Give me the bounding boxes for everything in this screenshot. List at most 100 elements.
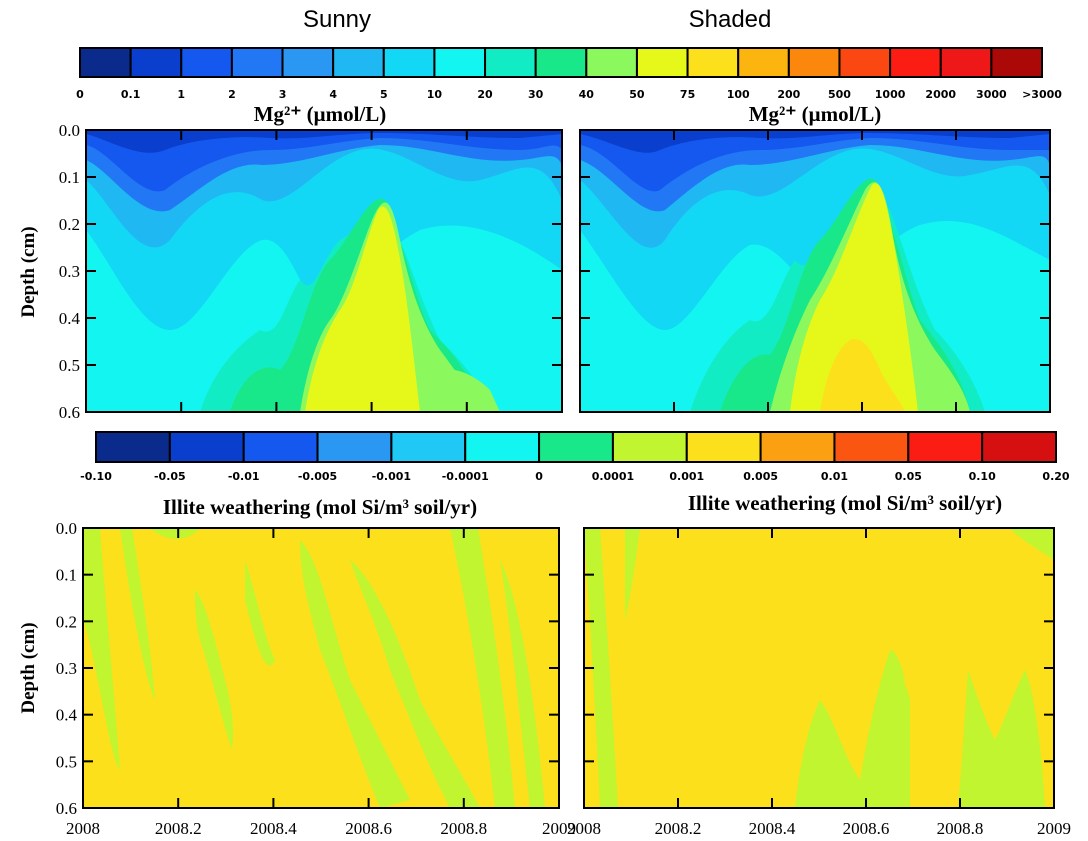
illite-colorbar-swatch [833,431,910,463]
illite-colorbar-tick-label: 0.005 [743,470,778,483]
mg-colorbar-tick-label: 5 [380,88,388,101]
mg-colorbar-swatch [939,47,993,78]
mg-colorbar-swatch [230,47,284,78]
illite-shaded-panel [583,527,1055,809]
mg-colorbar-tick-label: 4 [329,88,337,101]
mg-colorbar-swatch [686,47,740,78]
illite-colorbar-tick-label: 0.0001 [592,470,634,483]
axis-ticks: 0.0 0.1 0.2 0.3 0.4 0.5 0.6 0.0 0.1 0.2 0.3 0.4 0.5 0… [56,121,1071,838]
illite-colorbar-swatch [242,431,319,463]
illite-colorbar-swatch [316,431,393,463]
y-tick-label: 0.1 [56,566,77,585]
mg-colorbar-tick-label: 20 [477,88,493,101]
mg-colorbar-tick-label: 200 [777,88,800,101]
illite-sunny-title: Illite weathering (mol Si/m³ soil/yr) [163,495,477,519]
mg-colorbar-tick-label: 100 [727,88,750,101]
y-tick-label: 0.2 [56,612,77,631]
mg-shaded-title: Mg²⁺ (μmol/L) [749,102,882,126]
mg-colorbar-tick-label: >3000 [1022,88,1062,101]
illite-sunny-panel [82,527,560,809]
illite-colorbar-swatch [464,431,541,463]
mg-colorbar-swatch [838,47,892,78]
x-tick-label: 2009 [1037,819,1071,838]
mg-colorbar-tick-label: 0 [76,88,84,101]
y-tick-label: 0.0 [56,519,77,538]
mg-colorbar-swatch [737,47,790,78]
y-tick-label: 0.5 [59,356,80,375]
mg-colorbar: 0 0.1 1 2 3 4 5 10 20 30 40 50 75 100 200 500 1000 2000 30… [76,47,1062,101]
mg-colorbar-tick-label: 1000 [875,88,906,101]
illite-colorbar-tick-label: -0.005 [298,470,337,483]
mg-colorbar-swatch [433,47,487,78]
illite-colorbar-tick-label: 0.01 [821,470,848,483]
mg-shaded-panel [579,129,1051,413]
illite-colorbar-tick-label: -0.0001 [442,470,489,483]
x-tick-label: 2008.4 [749,819,796,838]
x-tick-label: 2008 [567,819,601,838]
y-tick-label: 0.4 [59,309,81,328]
illite-colorbar-swatch [168,431,245,463]
illite-colorbar-tick-label: 0.001 [669,470,704,483]
illite-colorbar-swatch [981,431,1058,463]
mg-colorbar-tick-label: 2 [228,88,236,101]
mg-sunny-panel [85,129,563,413]
illite-colorbar-swatch [759,431,836,463]
illite-colorbar-tick-label: -0.001 [372,470,411,483]
y-tick-label: 0.0 [59,121,80,140]
y-tick-label: 0.4 [56,706,78,725]
x-tick-label: 2008.6 [843,819,890,838]
mg-colorbar-tick-label: 40 [579,88,595,101]
mg-colorbar-swatch [129,47,183,78]
illite-shaded-title: Illite weathering (mol Si/m³ soil/yr) [688,491,1002,515]
mg-depth-axis-label: Depth (cm) [18,226,39,317]
mg-colorbar-swatch [180,47,233,78]
mg-colorbar-tick-label: 2000 [925,88,956,101]
mg-colorbar-tick-label: 50 [629,88,645,101]
illite-colorbar-tick-label: 0.05 [895,470,922,483]
x-tick-label: 2008.8 [440,819,487,838]
illite-colorbar-tick-label: 0 [535,470,543,483]
mg-colorbar-swatch [332,47,385,78]
illite-colorbar: -0.10 -0.05 -0.01 -0.005 -0.001 -0.0001 0 0.000… [80,431,1070,483]
y-tick-label: 0.6 [56,799,77,818]
y-tick-label: 0.2 [59,215,80,234]
mg-colorbar-tick-label: 3 [279,88,287,101]
x-tick-label: 2008.8 [937,819,984,838]
sunny-column-title: Sunny [302,6,372,33]
shaded-column-title: Shaded [688,6,772,33]
illite-colorbar-swatch [95,431,171,463]
mg-colorbar-swatch [281,47,335,78]
x-tick-label: 2008 [66,819,100,838]
x-tick-label: 2008.6 [345,819,392,838]
mg-colorbar-tick-label: 10 [427,88,443,101]
mg-colorbar-swatch [889,47,942,78]
illite-colorbar-swatch [390,431,467,463]
x-tick-label: 2008.4 [250,819,297,838]
mg-sunny-title: Mg²⁺ (μmol/L) [254,102,387,126]
mg-colorbar-tick-label: 1 [177,88,185,101]
mg-colorbar-swatch [484,47,537,78]
x-tick-label: 2008.2 [655,819,702,838]
x-tick-label: 2009 [542,819,576,838]
y-tick-label: 0.5 [56,752,77,771]
mg-colorbar-swatch [534,47,588,78]
mg-colorbar-swatch [990,47,1043,78]
illite-colorbar-tick-label: -0.10 [80,470,112,483]
mg-colorbar-tick-label: 0.1 [121,88,141,101]
mg-colorbar-swatch [635,47,689,78]
mg-colorbar-swatch [585,47,638,78]
y-tick-label: 0.1 [59,168,80,187]
illite-colorbar-tick-label: 0.20 [1042,470,1069,483]
illite-colorbar-tick-label: -0.01 [228,470,260,483]
illite-colorbar-swatch [907,431,984,463]
illite-colorbar-swatch [538,431,614,463]
y-tick-label: 0.3 [56,659,77,678]
illite-colorbar-swatch [685,431,762,463]
mg-colorbar-tick-label: 30 [528,88,544,101]
mg-colorbar-tick-label: 3000 [976,88,1007,101]
illite-colorbar-swatch [611,431,688,463]
mg-colorbar-swatch [382,47,436,78]
mg-colorbar-swatch [79,47,132,78]
y-tick-label: 0.6 [59,403,80,422]
